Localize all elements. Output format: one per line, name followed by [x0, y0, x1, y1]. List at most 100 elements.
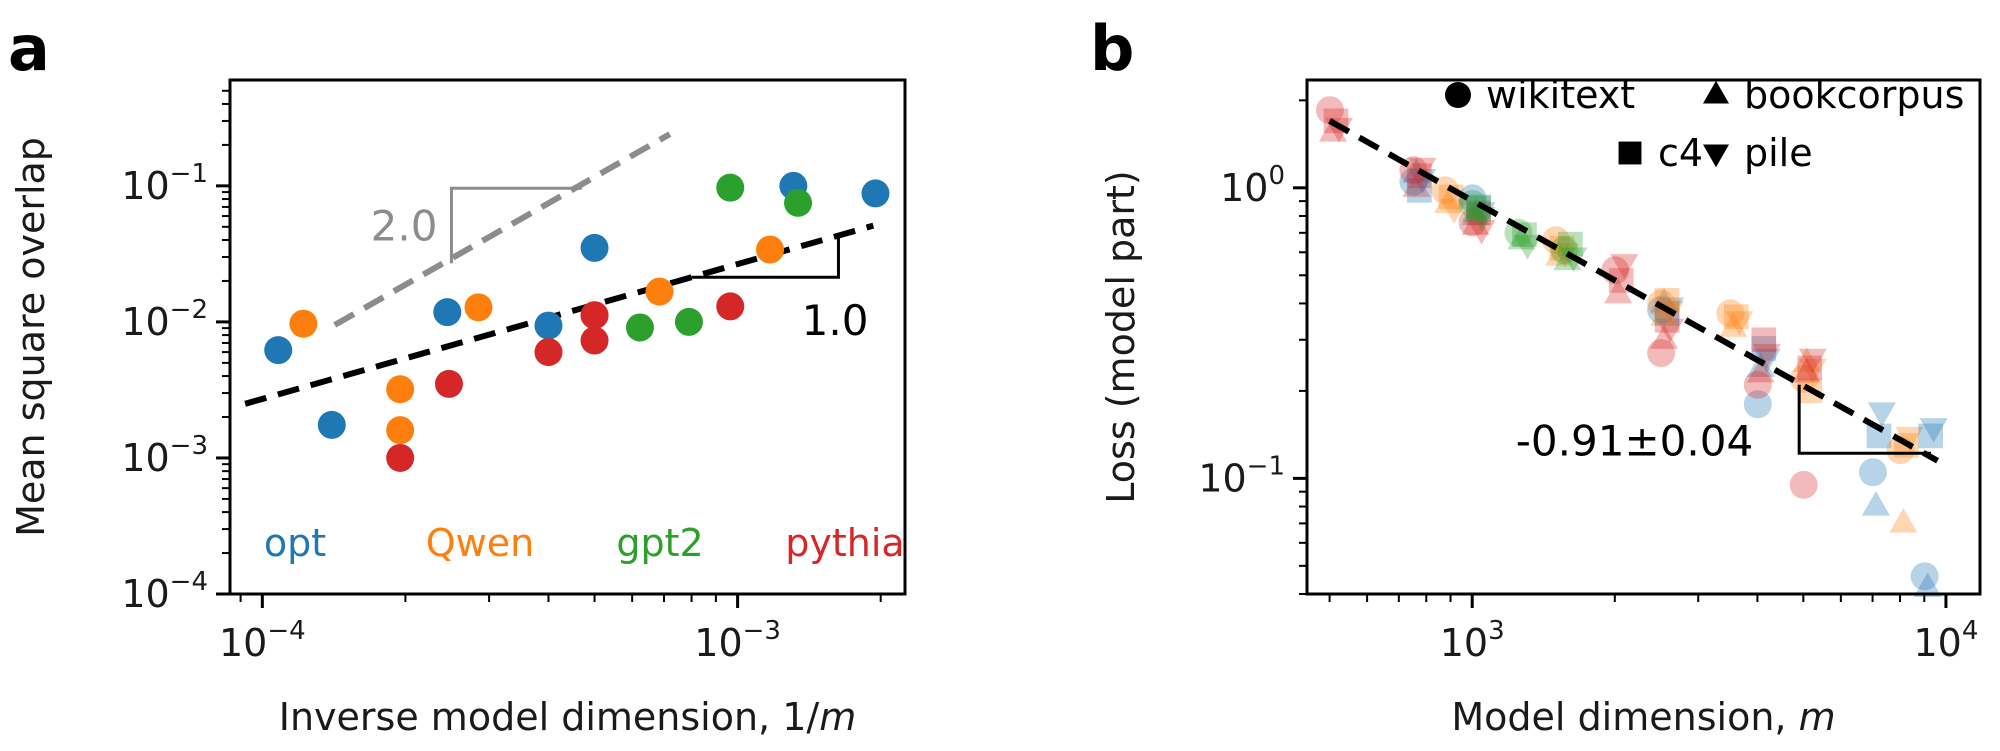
y-tick-label: 10−2	[121, 295, 208, 344]
slope-marker	[691, 235, 840, 279]
slope-marker	[449, 186, 582, 264]
data-point-triangle-down	[1725, 311, 1754, 336]
y-tick-label: 100	[1220, 161, 1285, 210]
data-point-triangle-down	[1610, 254, 1639, 279]
data-point-triangle-up	[1913, 572, 1942, 597]
data-point-triangle-up	[1889, 507, 1918, 533]
panel-letter: a	[8, 12, 50, 85]
data-point-triangle-down	[1551, 243, 1580, 268]
x-axis-label: Model dimension, m	[1451, 695, 1835, 739]
data-point-triangle-up	[1461, 200, 1490, 226]
data-point-triangle-down	[1919, 418, 1948, 443]
series-gpt2	[625, 173, 813, 342]
panel-letter: b	[1090, 12, 1134, 85]
x-tick-label: 104	[1913, 616, 1978, 665]
fit-line	[333, 131, 672, 328]
series-pythia	[386, 292, 745, 472]
data-point	[386, 443, 415, 472]
data-point-triangle-up	[1792, 357, 1821, 383]
data-point	[861, 179, 890, 208]
data-point	[756, 235, 785, 264]
x-tick-label: 10−3	[694, 616, 781, 665]
data-point-square	[1918, 423, 1943, 449]
y-tick-label: 10−1	[1198, 451, 1285, 500]
data-point-square	[1797, 355, 1823, 381]
data-point-circle	[1431, 176, 1460, 205]
data-point-triangle-up	[1461, 210, 1490, 235]
data-point-circle	[1789, 470, 1818, 499]
data-point-triangle-up	[1650, 301, 1679, 326]
data-point	[289, 309, 318, 338]
data-point	[716, 173, 745, 202]
data-point-circle	[1315, 96, 1344, 125]
data-point-triangle-up	[1434, 188, 1463, 214]
plot-frame	[228, 78, 907, 596]
y-axis-label: Mean square overlap	[9, 137, 53, 537]
data-point	[534, 338, 563, 367]
legend-square-icon	[1618, 141, 1642, 165]
data-point	[386, 375, 415, 404]
legend-entry: gpt2	[616, 521, 703, 565]
y-tick-label: 10−1	[121, 159, 208, 208]
legend-circle-icon	[1445, 82, 1471, 108]
data-point-circle	[1542, 226, 1571, 255]
data-point	[580, 301, 609, 330]
data-point-triangle-up	[1553, 245, 1582, 271]
data-point-triangle-up	[1604, 278, 1633, 304]
x-tick-label: 103	[1440, 616, 1505, 665]
legend-entry: pile	[1744, 131, 1813, 175]
data-point-square	[1724, 304, 1749, 330]
data-point-circle	[1910, 562, 1939, 591]
data-point-triangle-down	[1798, 348, 1827, 374]
data-point-triangle-down	[1656, 318, 1685, 344]
data-point-circle	[1743, 390, 1772, 419]
axes-ticks	[1293, 99, 1948, 608]
markers	[1315, 96, 1948, 597]
data-point-triangle-up	[1402, 172, 1431, 197]
data-point-triangle-down	[1440, 199, 1469, 224]
data-point-triangle-up	[1746, 357, 1775, 383]
slope-label: -0.91±0.04	[1516, 416, 1753, 465]
data-point-triangle-down	[1895, 426, 1924, 452]
legend-entry: pythia	[785, 521, 904, 565]
y-tick-label: 10−4	[121, 567, 208, 616]
legend-entry: Qwen	[426, 521, 534, 565]
data-point	[784, 188, 813, 217]
plot-frame	[1305, 78, 1982, 596]
data-point-triangle-up	[1861, 491, 1890, 516]
data-point-triangle-up	[1318, 117, 1347, 142]
data-point	[264, 336, 293, 365]
slope-label: 2.0	[371, 201, 438, 250]
data-point-circle	[1789, 364, 1818, 393]
data-point	[716, 292, 745, 321]
data-point-triangle-up	[1719, 312, 1748, 337]
panel-b: b 10−1 100 103 104 Loss (model part) Model dim…	[1090, 12, 1982, 739]
fit-line	[1328, 118, 1940, 464]
y-axis-label: Loss (model part)	[1099, 170, 1143, 503]
data-point	[317, 410, 346, 439]
legend-entry: c4	[1658, 131, 1703, 175]
data-point	[434, 369, 463, 398]
data-point-triangle-up	[1650, 324, 1679, 349]
data-point	[625, 313, 654, 342]
series-qwen	[289, 235, 785, 445]
legend-entry: opt	[264, 521, 326, 565]
legend-triangle-down-icon	[1703, 144, 1729, 168]
data-point	[580, 326, 609, 355]
slope-marker	[1797, 384, 1932, 455]
data-point	[645, 277, 674, 306]
data-point-triangle-up	[1545, 241, 1574, 266]
data-point-triangle-down	[1467, 220, 1496, 245]
data-point	[534, 311, 563, 340]
data-point-circle	[1716, 299, 1745, 328]
data-point-triangle-up	[1461, 197, 1490, 222]
data-point-triangle-down	[1752, 348, 1781, 374]
data-point-circle	[1458, 208, 1487, 237]
data-point	[433, 298, 462, 327]
slope-label: 1.0	[802, 296, 869, 345]
data-point-triangle-down	[1867, 402, 1896, 427]
data-point-square	[1407, 178, 1432, 203]
data-point-circle	[1647, 339, 1676, 368]
